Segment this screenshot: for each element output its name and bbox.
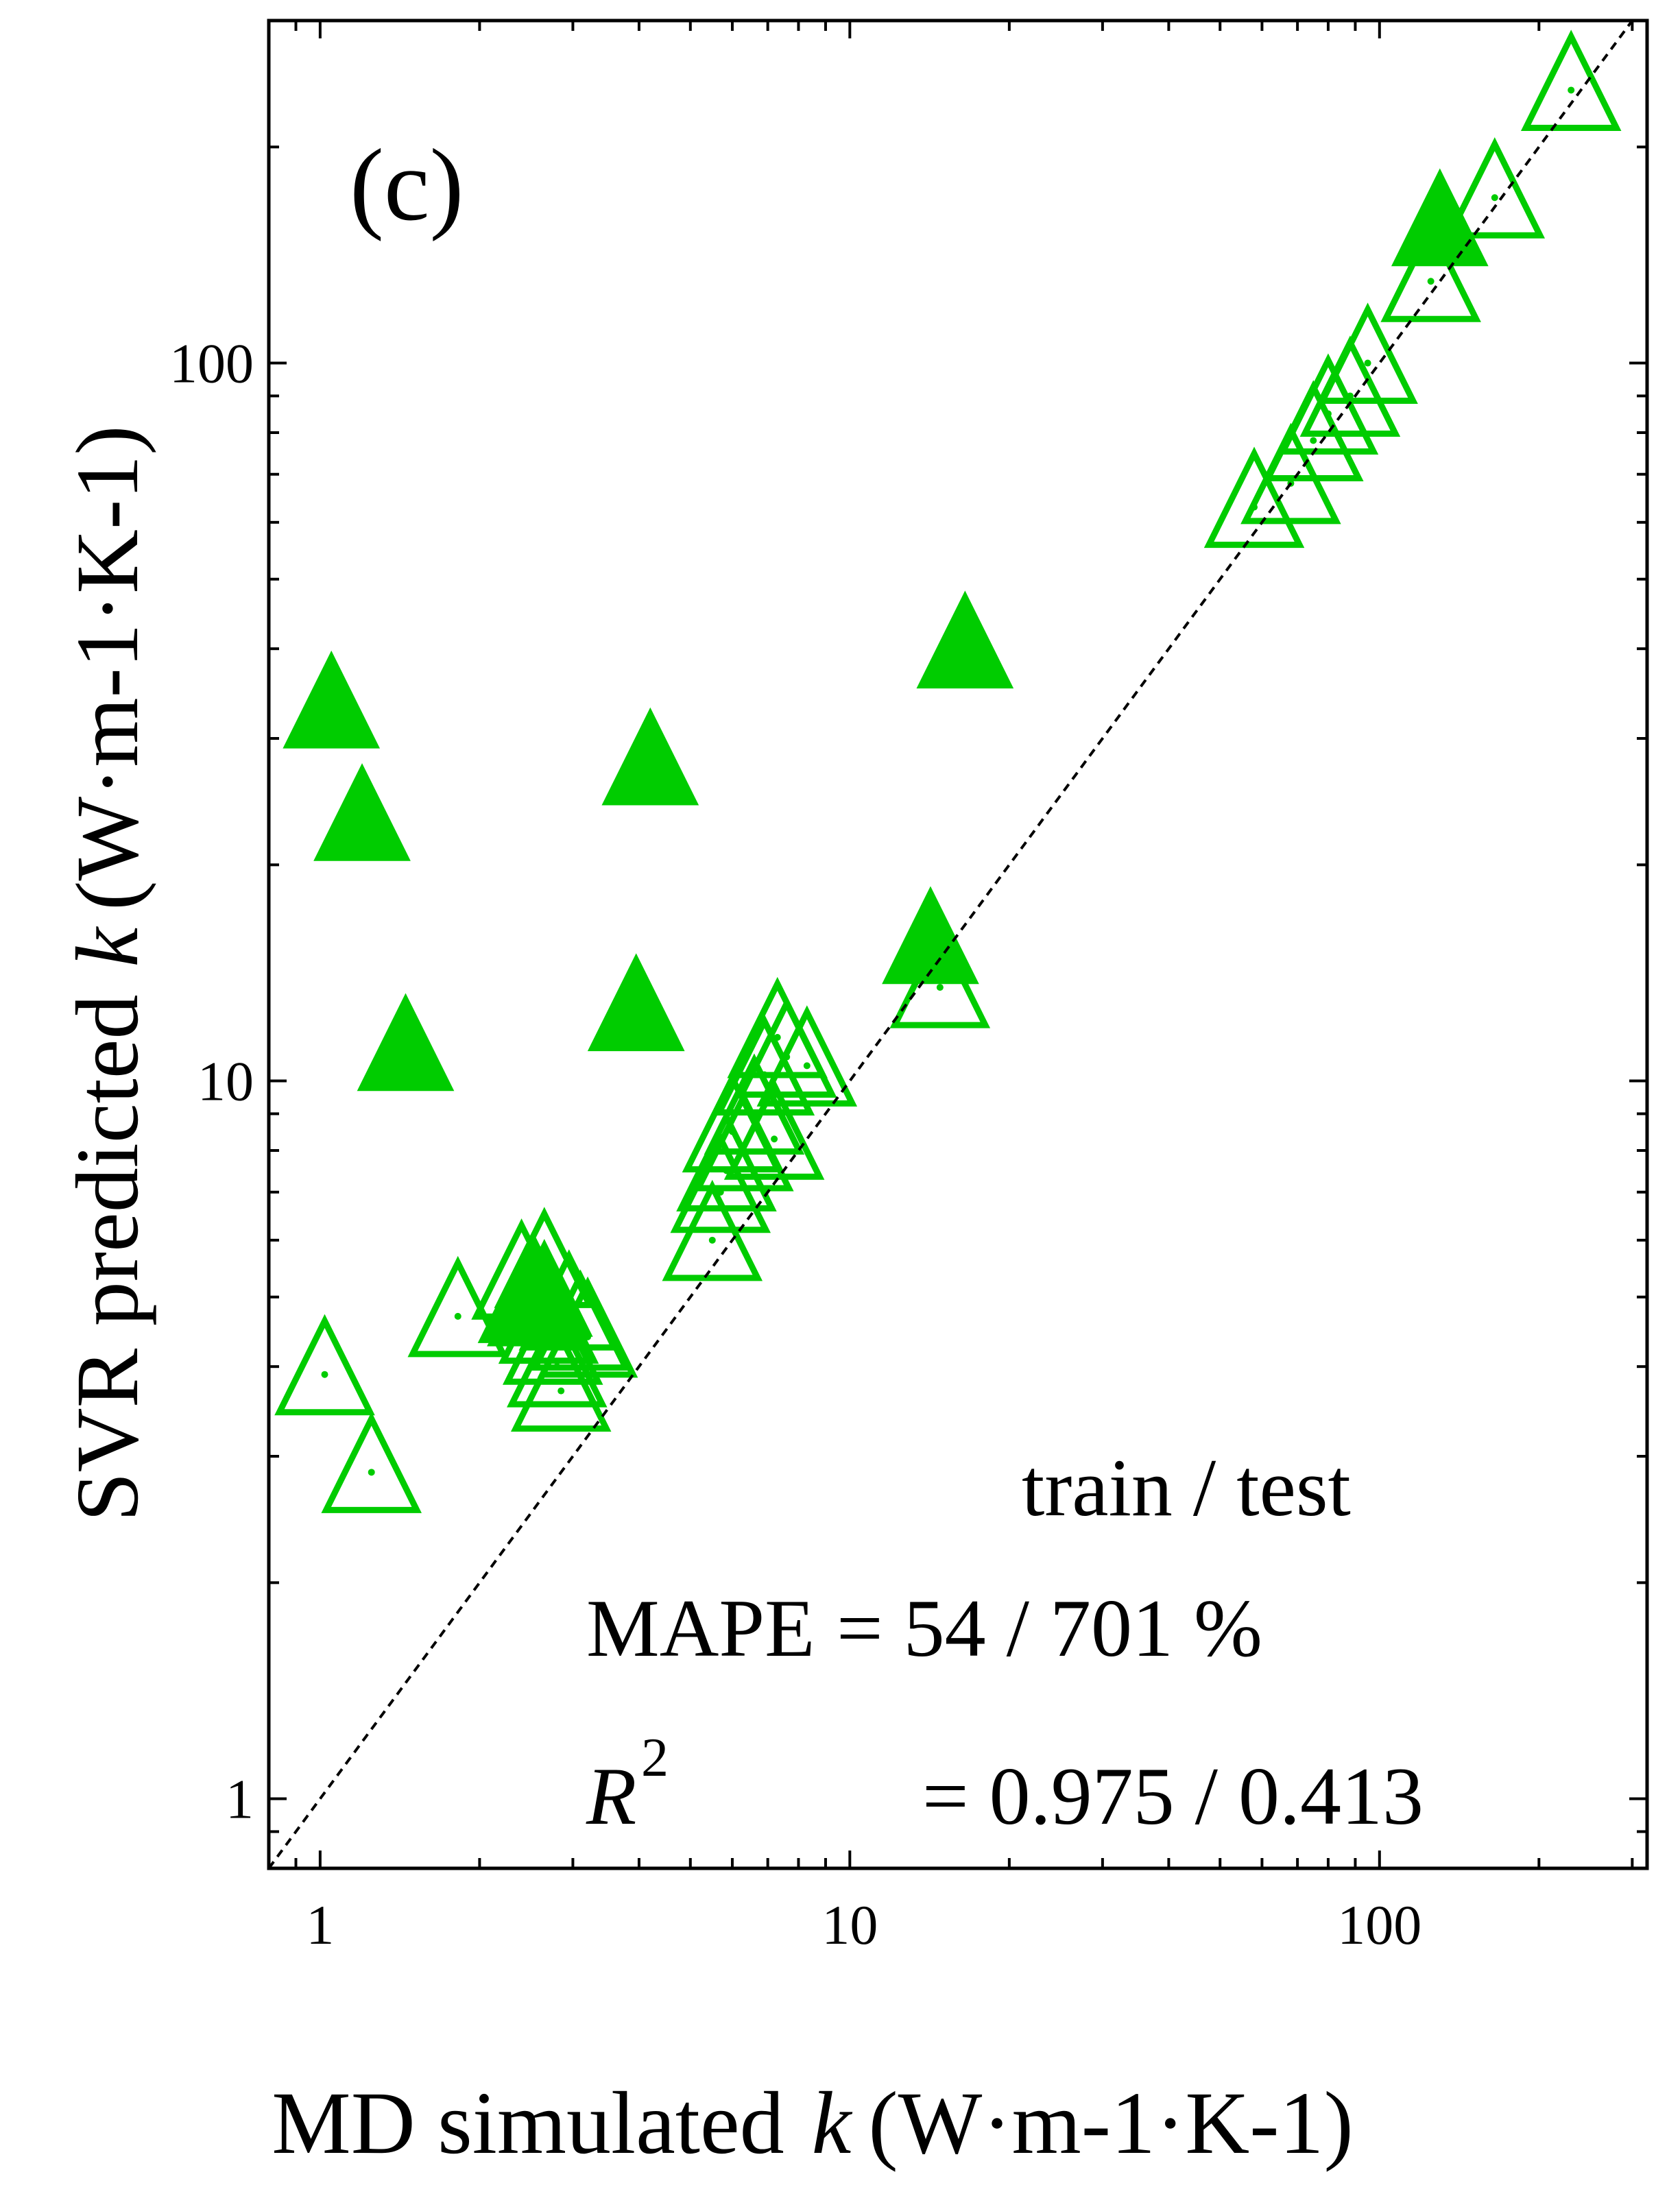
open-triangle-marker [693, 1089, 794, 1192]
annotation-r2-value: = 0.975 / 0.413 [922, 1750, 1424, 1842]
open-triangle-center-dot [771, 1135, 778, 1143]
open-triangle-center-dot [803, 1062, 811, 1070]
open-triangle-marker [274, 1314, 375, 1416]
x-tick-label: 1 [306, 1894, 334, 1956]
x-axis-title-variable: k [812, 2074, 853, 2173]
filled-triangle-marker [916, 590, 1014, 689]
filled-triangle-marker [882, 886, 979, 985]
filled-triangle-marker [283, 650, 381, 749]
open-triangle-center-dot [1310, 437, 1317, 444]
annotation-mape-label: MAPE [586, 1582, 815, 1674]
y-tick-label: 10 [197, 1050, 254, 1113]
y-tick-label: 100 [169, 333, 254, 395]
y-axis-title: SVR predicted k (W·m-1·K-1) [58, 425, 157, 1521]
open-triangle-center-dot [321, 1371, 328, 1378]
x-tick-label: 100 [1337, 1894, 1421, 1956]
open-triangle-marker [756, 1005, 858, 1107]
open-triangle-center-dot [773, 1033, 781, 1041]
filled-triangle-marker [601, 707, 699, 806]
open-triangle-center-dot [1491, 194, 1498, 202]
open-triangle-center-dot [708, 1236, 716, 1244]
open-triangle-marker [736, 996, 837, 1098]
data-markers [274, 29, 1622, 1513]
y-axis-title-unit: (W·m-1·K-1) [58, 425, 157, 910]
open-triangle-marker [1380, 221, 1481, 322]
open-triangle-center-dot [454, 1312, 461, 1320]
x-tick-label: 10 [821, 1894, 878, 1956]
y-axis-title-prefix: SVR predicted [58, 995, 157, 1522]
x-axis-title: MD simulated k (W·m-1·K-1) [272, 2074, 1354, 2173]
open-triangle-marker [1299, 335, 1401, 437]
filled-triangle-marker [587, 953, 685, 1052]
open-triangle-center-dot [1568, 86, 1575, 94]
open-triangle-marker [714, 1014, 815, 1116]
open-triangle-marker [510, 1330, 612, 1432]
tick-group: 1 10 100 1 10 100 [169, 19, 1647, 1956]
open-triangle-center-dot [1251, 503, 1258, 511]
filled-triangle-marker [313, 763, 411, 861]
open-triangle-marker [1203, 446, 1305, 548]
filled-triangle-marker [1391, 168, 1489, 267]
annotation-r2-superscript: 2 [641, 1728, 669, 1788]
y-tick-label: 1 [226, 1768, 254, 1831]
x-axis-title-prefix: MD simulated [272, 2074, 784, 2173]
annotation-mape-value: = 54 / 701 % [837, 1582, 1262, 1674]
annotation-header: train / test [1022, 1442, 1351, 1533]
filled-triangle-marker [495, 1238, 593, 1337]
annotation-r2-label: R [586, 1750, 636, 1842]
x-axis-title-unit: (W·m-1·K-1) [868, 2074, 1353, 2173]
open-triangle-center-dot [936, 984, 944, 991]
open-triangle-center-dot [1427, 278, 1435, 285]
open-triangle-marker [1444, 137, 1546, 239]
open-triangle-marker [723, 1078, 825, 1180]
plot-frame [267, 19, 1649, 1870]
panel-label: (c) [350, 128, 464, 242]
y-axis-title-variable: k [58, 926, 157, 967]
open-triangle-marker [676, 1110, 777, 1211]
open-triangle-marker [1520, 29, 1622, 131]
open-triangle-marker [321, 1412, 422, 1513]
open-triangle-center-dot [1364, 359, 1371, 367]
open-triangle-center-dot [368, 1469, 375, 1476]
open-triangle-center-dot [557, 1387, 565, 1395]
filled-triangle-marker [357, 993, 455, 1092]
open-triangle-marker [507, 1306, 608, 1408]
